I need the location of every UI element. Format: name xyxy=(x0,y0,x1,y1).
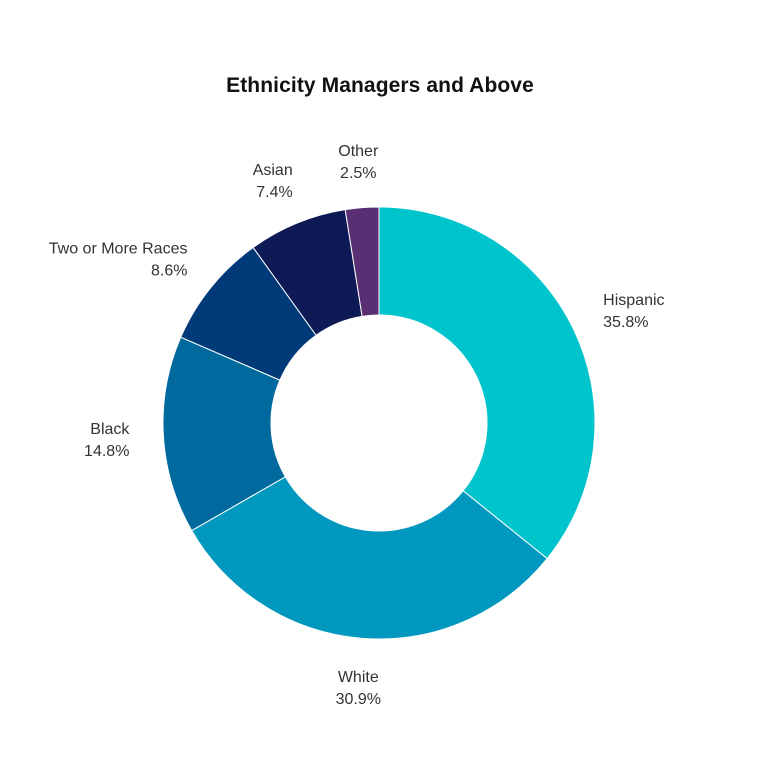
slice-value-hispanic: 35.8% xyxy=(603,314,648,331)
slice-other xyxy=(344,206,380,317)
slice-hispanic xyxy=(378,206,596,560)
slice-label-asian: Asian xyxy=(253,162,293,179)
slice-value-asian: 7.4% xyxy=(256,184,292,201)
slice-value-two-or-more-races: 8.6% xyxy=(151,262,187,279)
slice-label-black: Black xyxy=(90,421,130,438)
chart-title: Ethnicity Managers and Above xyxy=(226,74,534,97)
slice-value-black: 14.8% xyxy=(84,443,129,460)
donut-slices xyxy=(162,206,596,640)
slice-labels: Hispanic 35.8% White 30.9% Black 14.8% Two or … xyxy=(49,143,665,708)
slice-white xyxy=(191,476,548,640)
slice-label-hispanic: Hispanic xyxy=(603,292,664,309)
slice-value-other: 2.5% xyxy=(340,165,376,182)
slice-label-two-or-more-races: Two or More Races xyxy=(49,240,188,257)
slice-value-white: 30.9% xyxy=(336,691,381,708)
slice-label-other: Other xyxy=(338,143,379,160)
slice-black xyxy=(162,336,287,532)
slice-label-white: White xyxy=(338,669,379,686)
